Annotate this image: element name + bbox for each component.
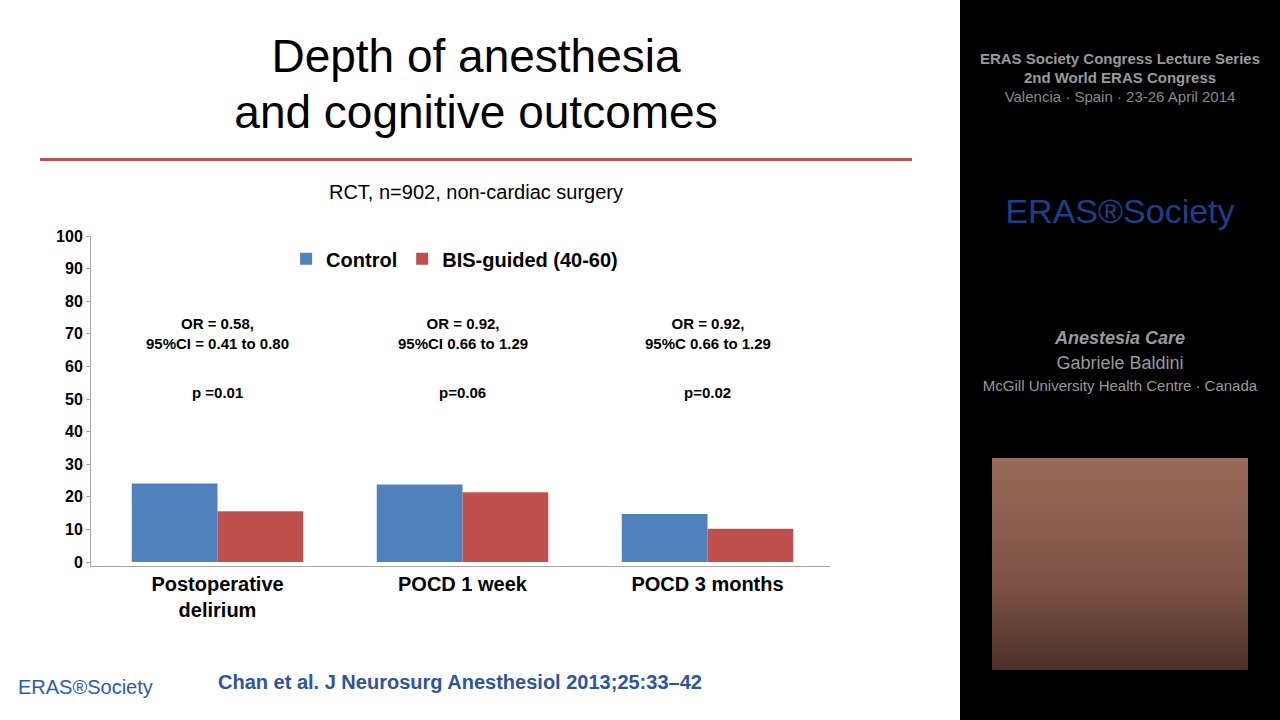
html-text:ERAS®Society: ERAS®Society	[18, 676, 153, 698]
svg-text:60: 60	[65, 358, 83, 375]
svg-text:p =0.01: p =0.01	[192, 384, 243, 401]
svg-text:POCD 3 months: POCD 3 months	[631, 573, 783, 595]
html-text:Chan et al. J Neurosurg Anesth: Chan et al. J Neurosurg Anesthesiol 2013…	[218, 671, 702, 693]
svg-text:p=0.02: p=0.02	[684, 384, 731, 401]
svg-text:OR = 0.92,95%C 0.66 to 1.29: OR = 0.92,95%C 0.66 to 1.29	[645, 315, 771, 352]
svg-text:30: 30	[65, 456, 83, 473]
html-text:Gabriele Baldini: Gabriele Baldini	[1056, 353, 1184, 373]
html-text:Depth of anesthesia and cognit: Depth of anesthesia and cognitive outcom…	[234, 30, 718, 138]
svg-text:40: 40	[65, 423, 83, 440]
html-text:Valencia · Spain · 23-26 April: Valencia · Spain · 23-26 April 2014	[1004, 88, 1236, 105]
svg-text:POCD 1 week: POCD 1 week	[398, 573, 528, 595]
svg-text:BIS-guided (40-60): BIS-guided (40-60)	[442, 249, 618, 271]
svg-text:Control: Control	[326, 249, 397, 271]
svg-text:OR = 0.92,95%CI 0.66 to 1.29: OR = 0.92,95%CI 0.66 to 1.29	[398, 315, 528, 352]
svg-text:100: 100	[56, 228, 83, 245]
svg-text:70: 70	[65, 325, 83, 342]
html-text:ERAS®Society: ERAS®Society	[1005, 192, 1235, 230]
html-text:RCT, n=902, non-cardiac surger: RCT, n=902, non-cardiac surgery	[329, 181, 623, 203]
html-text:McGill University Health Centr: McGill University Health Centre · Canada	[982, 377, 1258, 394]
html-text:2nd World ERAS Congress: 2nd World ERAS Congress	[1023, 69, 1217, 86]
svg-text:Postoperativedelirium: Postoperativedelirium	[151, 573, 283, 621]
html-text:ERAS Society Congress Lecture: ERAS Society Congress Lecture Series	[979, 50, 1260, 67]
svg-text:OR = 0.58,95%CI = 0.41 to 0.80: OR = 0.58,95%CI = 0.41 to 0.80	[146, 315, 289, 352]
svg-text:0: 0	[74, 554, 83, 571]
svg-text:50: 50	[65, 391, 83, 408]
svg-text:p=0.06: p=0.06	[439, 384, 486, 401]
svg-text:10: 10	[65, 521, 83, 538]
html-text:Anestesia Care: Anestesia Care	[1055, 328, 1185, 348]
svg-text:90: 90	[65, 260, 83, 277]
svg-text:80: 80	[65, 293, 83, 310]
svg-text:20: 20	[65, 488, 83, 505]
